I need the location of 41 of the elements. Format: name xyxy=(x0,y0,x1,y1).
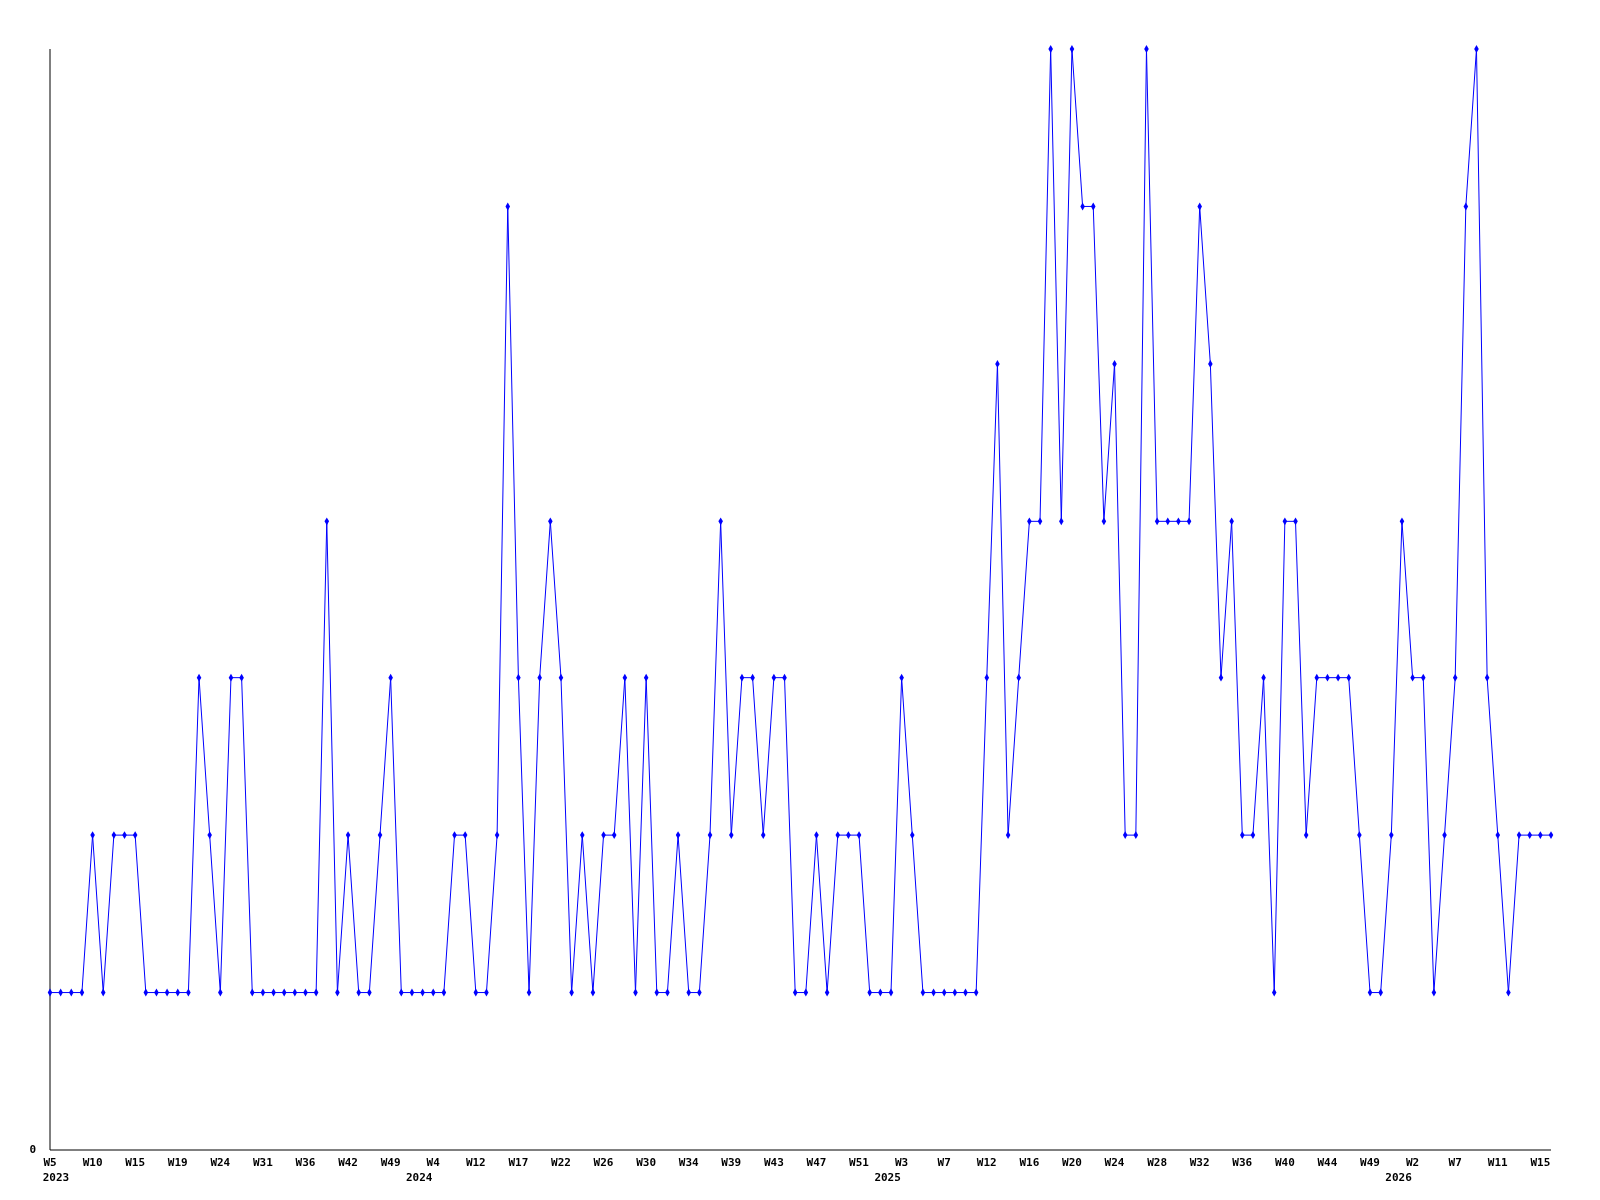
x-tick-label: W44 xyxy=(1317,1156,1338,1169)
x-tick-label: W49 xyxy=(380,1156,401,1169)
x-tick-label: W34 xyxy=(678,1156,700,1169)
x-tick-label: W40 xyxy=(1274,1156,1295,1169)
x-tick-label: W47 xyxy=(806,1156,827,1169)
x-tick-label: W24 xyxy=(1104,1156,1125,1169)
text: 2023 xyxy=(42,1171,70,1184)
x-tick-label: W43 xyxy=(763,1156,784,1169)
x-tick-label: W3 xyxy=(895,1156,909,1169)
x-tick-label: W39 xyxy=(721,1156,742,1169)
x-tick-label: W28 xyxy=(1147,1156,1168,1169)
x-tick-label: W17 xyxy=(508,1156,529,1169)
x-tick-label: W5 xyxy=(43,1156,57,1169)
x-tick-label: W30 xyxy=(636,1156,657,1169)
x-tick-label: W19 xyxy=(167,1156,188,1169)
x-tick-label: W12 xyxy=(976,1156,997,1169)
text: 2024 xyxy=(405,1171,433,1184)
text: 2025 xyxy=(874,1171,901,1184)
text: 0 xyxy=(29,1143,36,1156)
x-tick-label: W10 xyxy=(82,1156,103,1169)
x-tick-label: W24 xyxy=(210,1156,231,1169)
x-tick-label: W2 xyxy=(1405,1156,1420,1169)
x-tick-label: W7 xyxy=(1448,1156,1462,1169)
x-tick-label: W15 xyxy=(125,1156,146,1169)
x-tick-label: W49 xyxy=(1360,1156,1380,1169)
x-tick-label: W51 xyxy=(849,1156,870,1169)
x-tick-label: W36 xyxy=(1232,1156,1253,1169)
x-tick-label: W22 xyxy=(551,1156,571,1169)
x-tick-label: W12 xyxy=(465,1156,486,1169)
text: 2026 xyxy=(1385,1171,1413,1184)
x-tick-label: W4 xyxy=(426,1156,441,1169)
x-tick-label: W31 xyxy=(252,1156,274,1169)
x-tick-label: W16 xyxy=(1019,1156,1040,1169)
x-tick-label: W32 xyxy=(1189,1156,1210,1169)
x-tick-label: W42 xyxy=(338,1156,359,1169)
x-tick-label: W20 xyxy=(1062,1156,1082,1169)
x-tick-label: W36 xyxy=(295,1156,316,1169)
x-tick-label: W7 xyxy=(937,1156,951,1169)
x-tick-label: W11 xyxy=(1487,1156,1509,1169)
x-tick-label: W26 xyxy=(593,1156,614,1169)
x-tick-label: W15 xyxy=(1530,1156,1551,1169)
